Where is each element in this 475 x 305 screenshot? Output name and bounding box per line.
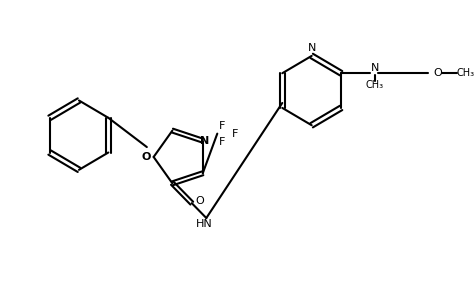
Text: O: O <box>195 196 204 206</box>
Text: O: O <box>434 68 442 78</box>
Text: N: N <box>307 43 316 53</box>
Text: CH₃: CH₃ <box>366 80 384 90</box>
Text: HN: HN <box>196 219 213 229</box>
Text: N: N <box>371 63 379 73</box>
Text: N: N <box>200 136 209 146</box>
Text: F: F <box>219 137 225 147</box>
Text: O: O <box>141 152 151 162</box>
Text: F: F <box>231 129 238 139</box>
Text: F: F <box>219 121 225 131</box>
Text: CH₃: CH₃ <box>456 68 474 78</box>
